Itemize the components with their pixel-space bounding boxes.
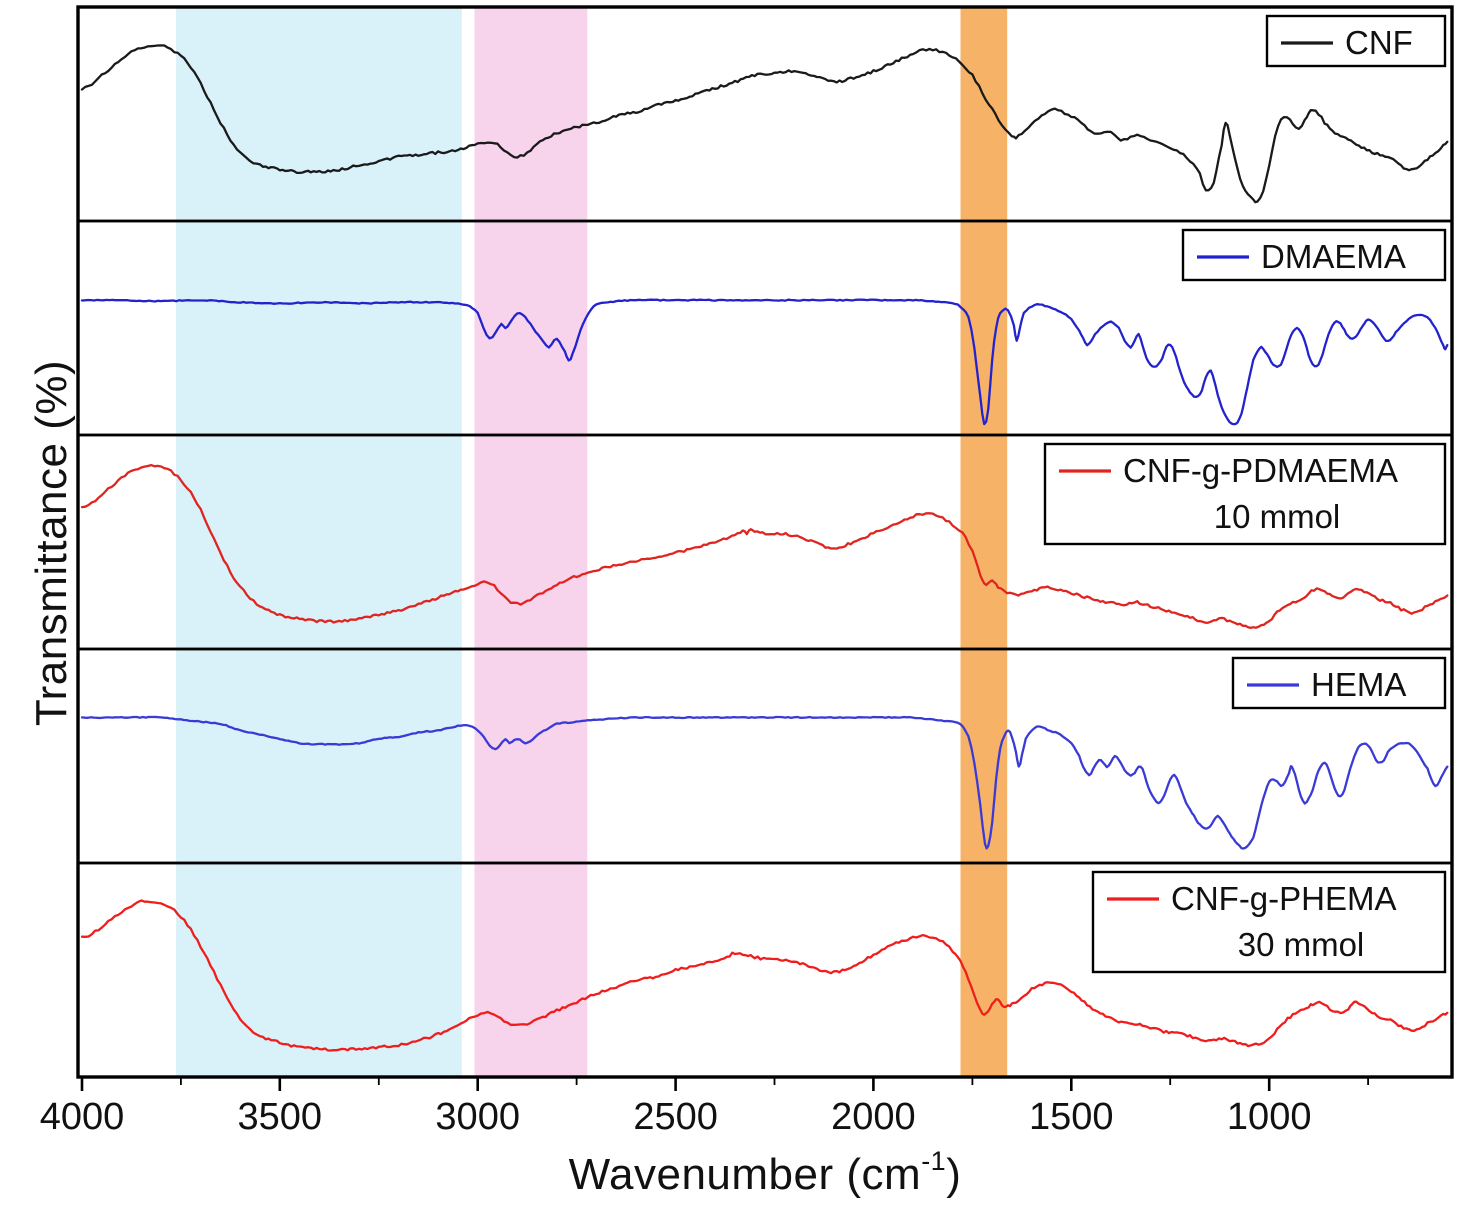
x-tick-label: 1000: [1227, 1096, 1312, 1138]
legend-cnf-g-pdmaema: CNF-g-PDMAEMA 10 mmol: [1043, 442, 1447, 546]
legend-label: DMAEMA: [1261, 238, 1406, 275]
legend-label: HEMA: [1311, 666, 1406, 703]
highlight-band-oh-region: [176, 7, 462, 1077]
x-tick-label: 1500: [1029, 1096, 1114, 1138]
legend-cnf: CNF: [1265, 14, 1447, 68]
x-tick-label: 2500: [633, 1096, 718, 1138]
x-tick-label: 4000: [40, 1096, 125, 1138]
plot-frame: [76, 5, 1454, 1079]
x-tick-label: 3000: [435, 1096, 520, 1138]
spectrum-hema: [80, 715, 1449, 850]
spectrum-cnf-g-pdmaema: [80, 463, 1449, 630]
legend-label: CNF: [1345, 24, 1413, 61]
legend-cnf-g-phema: CNF-g-PHEMA 30 mmol: [1091, 870, 1447, 974]
x-tick-label: 3500: [238, 1096, 323, 1138]
legend-sublabel: 30 mmol: [1238, 926, 1365, 963]
highlight-band-ch-region: [474, 7, 588, 1077]
y-axis-label: Transmittance (%): [27, 359, 76, 727]
x-axis-label: Wavenumber (cm-1): [78, 1146, 1452, 1200]
x-axis-label-superscript: -1: [921, 1146, 947, 1176]
legend-sublabel: 10 mmol: [1214, 498, 1341, 535]
x-axis-label-main: Wavenumber (cm: [568, 1150, 922, 1199]
legend-box: [1091, 870, 1447, 974]
legend-dmaema: DMAEMA: [1181, 228, 1447, 282]
legend-hema: HEMA: [1231, 656, 1447, 710]
legend-box: [1043, 442, 1447, 546]
x-tick-label: 2000: [831, 1096, 916, 1138]
legend-box: [1231, 656, 1447, 710]
spectrum-cnf-g-phema: [80, 899, 1449, 1052]
legend-box: [1265, 14, 1447, 68]
spectrum-dmaema: [80, 298, 1449, 426]
legend-label: CNF-g-PDMAEMA: [1123, 452, 1398, 489]
legend-box: [1181, 228, 1447, 282]
x-axis-label-close: ): [946, 1150, 962, 1199]
legend-label: CNF-g-PHEMA: [1171, 880, 1397, 917]
spectrum-cnf: [80, 44, 1449, 204]
